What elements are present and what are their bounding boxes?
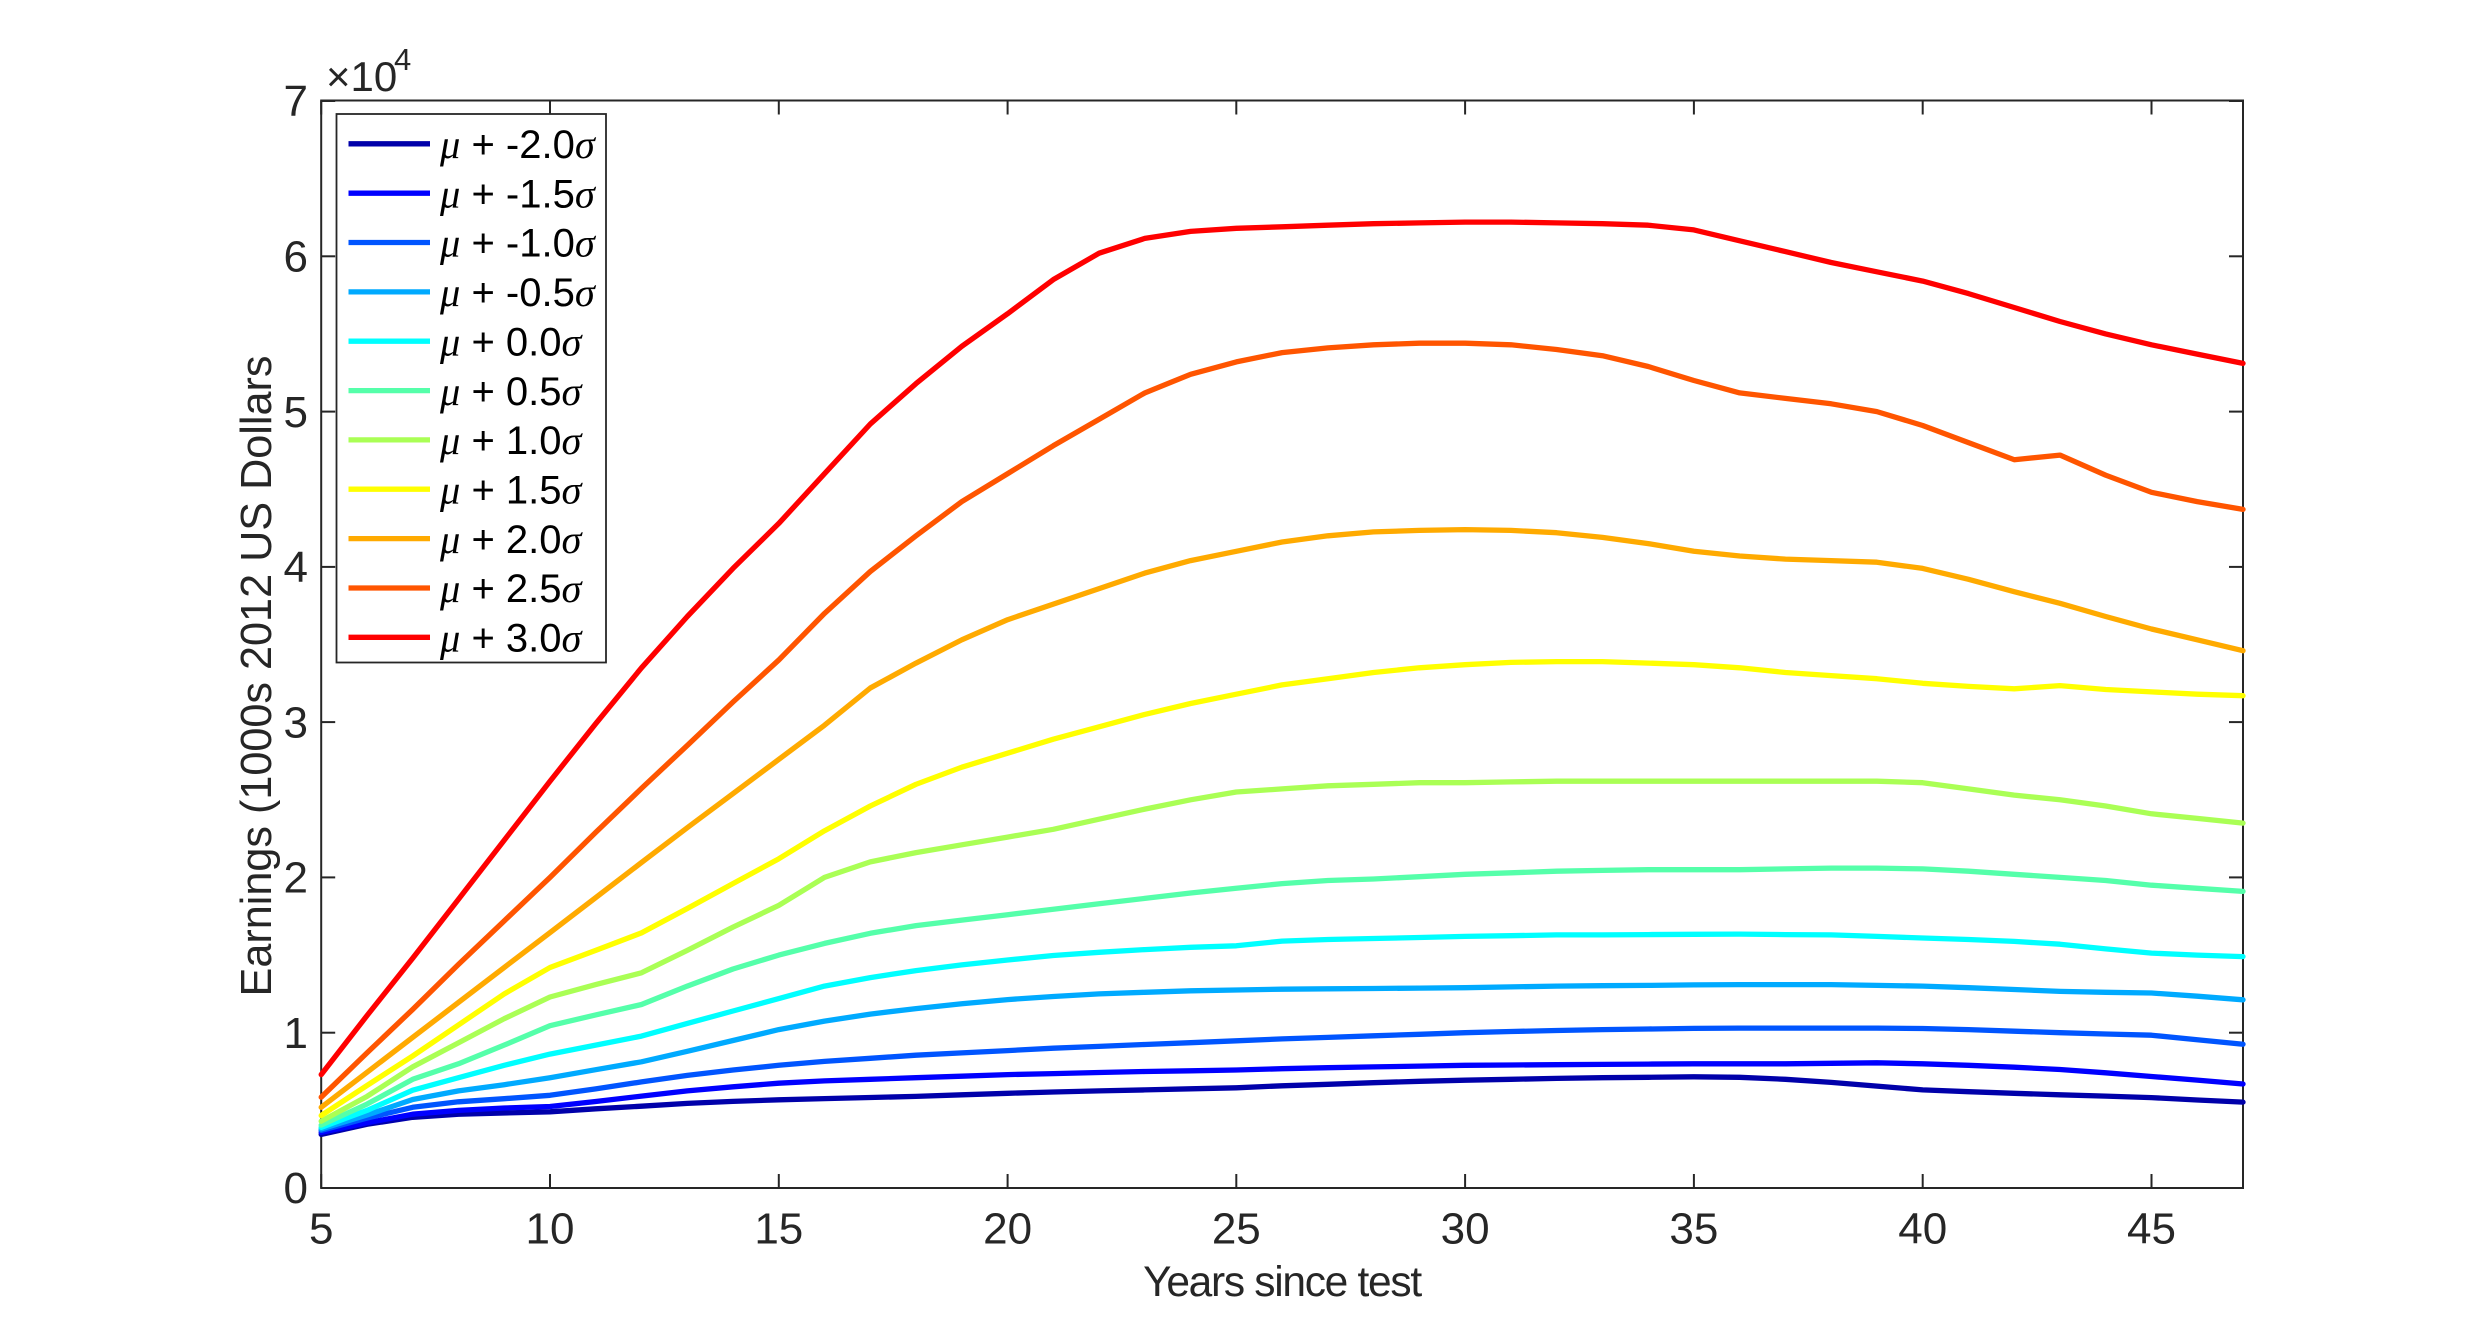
svg-text:40: 40	[1898, 1205, 1947, 1254]
svg-text:7: 7	[284, 77, 308, 126]
svg-text:6: 6	[284, 233, 308, 282]
svg-text:×10: ×10	[326, 53, 397, 100]
svg-text:μ + -2.0σ: μ + -2.0σ	[439, 122, 597, 167]
svg-text:μ + 0.5σ: μ + 0.5σ	[439, 369, 584, 414]
svg-text:μ + -1.5σ: μ + -1.5σ	[439, 171, 597, 216]
svg-text:Years since test: Years since test	[1143, 1259, 1422, 1306]
svg-text:μ + -0.5σ: μ + -0.5σ	[439, 270, 597, 315]
svg-text:0: 0	[284, 1164, 308, 1213]
svg-text:5: 5	[309, 1205, 333, 1254]
svg-text:1: 1	[284, 1009, 308, 1058]
svg-text:μ + 0.0σ: μ + 0.0σ	[439, 319, 584, 364]
svg-text:30: 30	[1441, 1205, 1490, 1254]
svg-text:5: 5	[284, 388, 308, 437]
svg-text:2: 2	[284, 854, 308, 903]
svg-text:4: 4	[284, 543, 308, 592]
svg-text:Earnings (1000s 2012 US Dollar: Earnings (1000s 2012 US Dollars	[233, 356, 281, 997]
svg-text:μ + 1.5σ: μ + 1.5σ	[439, 467, 584, 512]
svg-text:15: 15	[754, 1205, 803, 1254]
svg-text:μ + -1.0σ: μ + -1.0σ	[439, 221, 597, 266]
svg-text:25: 25	[1212, 1205, 1261, 1254]
svg-text:3: 3	[284, 698, 308, 747]
svg-text:10: 10	[526, 1205, 575, 1254]
svg-text:μ + 2.5σ: μ + 2.5σ	[439, 566, 584, 611]
svg-text:μ + 3.0σ: μ + 3.0σ	[439, 616, 584, 661]
svg-text:μ + 1.0σ: μ + 1.0σ	[439, 418, 584, 463]
svg-text:35: 35	[1669, 1205, 1718, 1254]
svg-text:45: 45	[2127, 1205, 2176, 1254]
svg-text:20: 20	[983, 1205, 1032, 1254]
svg-text:4: 4	[394, 42, 411, 77]
svg-text:μ + 2.0σ: μ + 2.0σ	[439, 517, 584, 562]
